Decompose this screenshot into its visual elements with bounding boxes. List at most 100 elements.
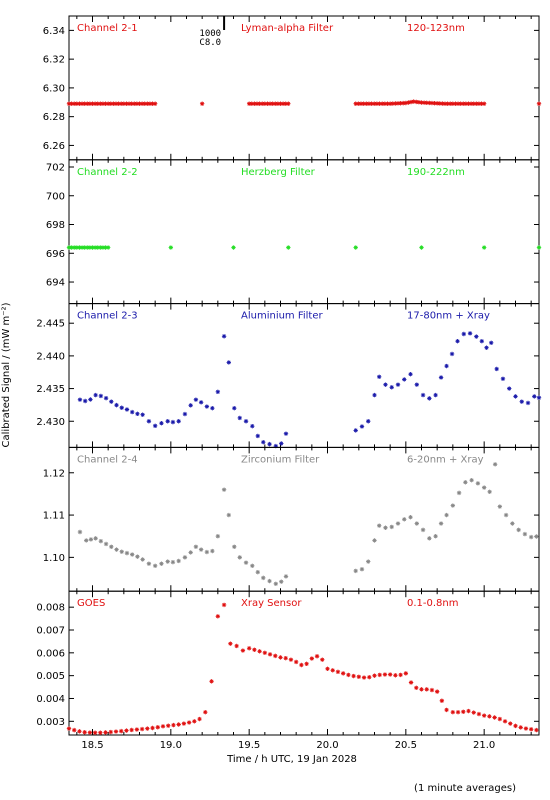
data-point bbox=[98, 101, 103, 106]
data-point bbox=[377, 101, 382, 106]
data-point bbox=[85, 101, 90, 106]
data-point bbox=[192, 719, 197, 724]
data-point bbox=[116, 101, 121, 106]
data-point bbox=[72, 727, 77, 733]
data-point bbox=[171, 722, 176, 728]
y-tick-label: 696 bbox=[46, 249, 65, 260]
data-point bbox=[340, 671, 346, 676]
panel-band-label: 120-123nm bbox=[407, 23, 465, 34]
data-point bbox=[168, 245, 174, 250]
data-point bbox=[257, 101, 262, 106]
data-point bbox=[402, 377, 407, 382]
data-point bbox=[186, 720, 192, 725]
data-point bbox=[100, 101, 106, 106]
data-point bbox=[111, 101, 116, 106]
data-point bbox=[79, 101, 85, 106]
data-point bbox=[419, 687, 424, 692]
data-point bbox=[273, 101, 278, 106]
data-point bbox=[283, 655, 288, 661]
y-tick-label: 698 bbox=[46, 220, 65, 231]
data-point bbox=[395, 521, 401, 526]
data-point bbox=[278, 101, 283, 106]
data-point bbox=[193, 544, 199, 549]
data-point bbox=[265, 101, 270, 106]
data-point bbox=[528, 727, 534, 732]
data-point bbox=[237, 415, 242, 421]
data-point bbox=[221, 602, 227, 608]
data-point bbox=[193, 397, 199, 402]
data-point bbox=[427, 100, 432, 106]
event-marker-label-bottom: C8.0 bbox=[199, 38, 221, 48]
data-point bbox=[249, 101, 254, 106]
data-point bbox=[475, 481, 481, 486]
data-point bbox=[119, 405, 124, 410]
data-point bbox=[442, 101, 448, 106]
data-point bbox=[140, 557, 145, 562]
data-point bbox=[390, 101, 395, 106]
data-point bbox=[134, 727, 140, 732]
y-tick-label: 6.34 bbox=[43, 26, 65, 37]
data-point bbox=[255, 569, 260, 575]
data-point bbox=[155, 725, 160, 730]
data-point bbox=[159, 421, 164, 426]
data-point bbox=[103, 101, 108, 106]
data-point bbox=[103, 541, 109, 547]
data-point bbox=[377, 672, 382, 678]
data-point bbox=[414, 521, 419, 526]
data-point bbox=[129, 409, 135, 415]
data-point bbox=[353, 568, 358, 574]
data-point bbox=[250, 423, 255, 429]
data-point bbox=[366, 101, 372, 106]
data-point bbox=[77, 245, 82, 250]
data-point bbox=[467, 331, 473, 336]
data-point bbox=[152, 423, 158, 429]
data-point bbox=[444, 512, 449, 518]
data-point bbox=[536, 395, 542, 400]
data-point bbox=[150, 725, 155, 731]
data-point bbox=[262, 650, 268, 656]
data-point bbox=[416, 100, 422, 105]
data-point bbox=[176, 419, 181, 424]
data-point bbox=[474, 334, 479, 339]
data-point bbox=[124, 407, 130, 412]
data-point bbox=[152, 563, 158, 569]
data-point bbox=[87, 245, 93, 250]
data-point bbox=[377, 374, 382, 380]
data-point bbox=[414, 99, 419, 105]
data-point bbox=[142, 101, 147, 106]
data-point bbox=[209, 679, 214, 684]
data-point bbox=[304, 661, 309, 667]
data-point bbox=[393, 673, 398, 678]
data-point bbox=[226, 360, 231, 365]
data-point bbox=[419, 245, 424, 250]
y-tick-label: 6.26 bbox=[43, 141, 65, 152]
data-point bbox=[66, 726, 72, 731]
data-point bbox=[88, 397, 93, 402]
data-point bbox=[408, 680, 414, 685]
data-point bbox=[74, 101, 80, 106]
x-axis-title: Time / h UTC, 19 Jan 2028 bbox=[226, 754, 357, 765]
data-point bbox=[497, 716, 503, 722]
y-tick-label: 1.12 bbox=[43, 468, 65, 479]
data-point bbox=[456, 490, 462, 496]
x-tick-label: 19.5 bbox=[238, 740, 260, 751]
panel-band-label: 6-20nm + Xray bbox=[407, 454, 484, 465]
data-point bbox=[455, 338, 460, 344]
data-point bbox=[66, 101, 72, 106]
data-point bbox=[105, 101, 111, 106]
data-point bbox=[170, 559, 176, 565]
data-point bbox=[481, 245, 487, 250]
data-point bbox=[387, 672, 393, 677]
data-point bbox=[414, 685, 419, 691]
data-point bbox=[408, 371, 413, 377]
data-point bbox=[72, 101, 77, 106]
data-point bbox=[109, 544, 114, 549]
data-point bbox=[380, 101, 385, 106]
data-point bbox=[275, 101, 281, 106]
y-tick-label: 2.430 bbox=[36, 417, 65, 428]
data-point bbox=[398, 672, 403, 678]
data-point bbox=[471, 710, 476, 715]
panel-band-label: 190-222nm bbox=[407, 167, 465, 178]
data-point bbox=[283, 574, 289, 579]
data-point bbox=[124, 550, 130, 556]
